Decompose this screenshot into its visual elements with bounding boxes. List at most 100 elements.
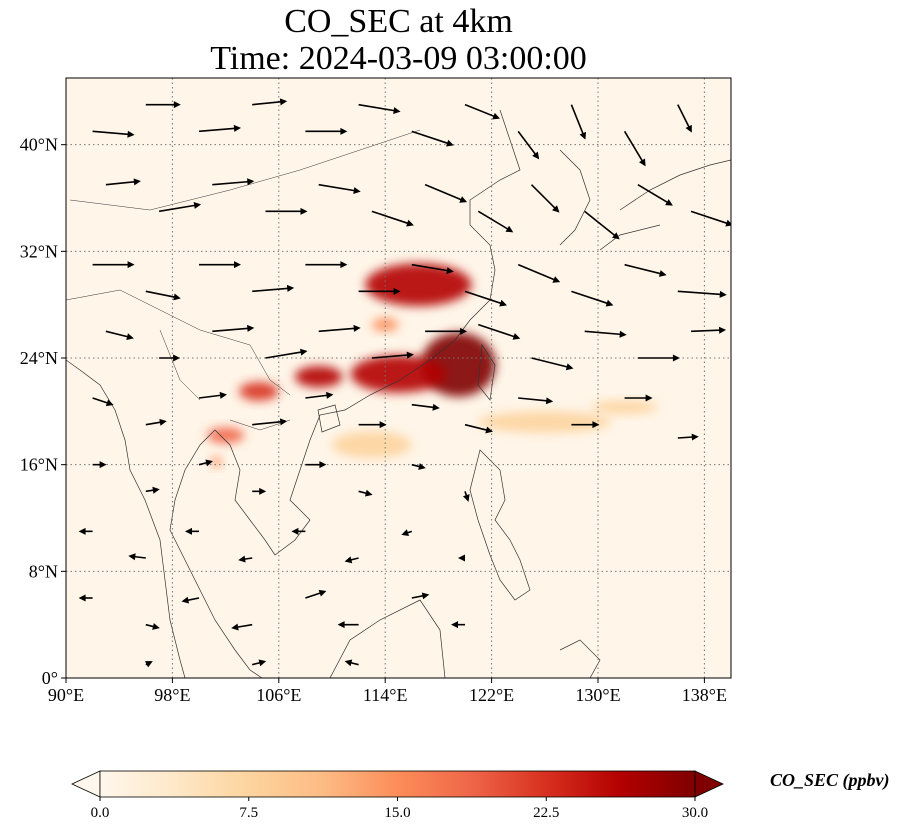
lat-tick-label: 8°N [29, 561, 58, 581]
wind-arrow-head [337, 621, 345, 629]
co-plume-9 [478, 411, 612, 433]
wind-arrow-head [233, 124, 241, 132]
wind-arrow-8 [517, 130, 540, 160]
wind-arrow-50 [198, 391, 227, 399]
wind-arrow-73 [344, 556, 359, 564]
wind-arrow-52 [305, 391, 334, 399]
wind-arrow-head [300, 207, 308, 215]
wind-arrow-shaft [518, 397, 550, 402]
wind-arrow-head [231, 623, 239, 631]
wind-arrow-head [658, 270, 667, 277]
wind-arrow-head [99, 461, 107, 469]
wind-arrow-head [638, 158, 646, 167]
wind-arrow-81 [337, 621, 359, 629]
map-frame [65, 77, 732, 679]
wind-arrow-head [127, 130, 135, 138]
coastline-taiwan [477, 343, 496, 401]
coastline-korea-japan [559, 149, 731, 251]
lon-tick-label: 98°E [154, 685, 190, 705]
wind-arrow-33 [571, 290, 614, 307]
lon-tick-label: 106°E [256, 685, 301, 705]
wind-arrow-head [619, 330, 627, 338]
wind-arrow-shaft [570, 104, 585, 137]
wind-arrow-head [458, 554, 465, 562]
wind-arrow-head [126, 333, 134, 341]
wind-arrow-head [340, 127, 348, 135]
wind-arrow-shaft [411, 263, 450, 272]
wind-arrow-82 [411, 592, 430, 600]
wind-arrow-42 [425, 327, 468, 335]
wind-arrow-36 [105, 330, 134, 341]
wind-arrow-shaft [691, 329, 723, 333]
wind-arrow-5 [358, 103, 401, 114]
colorbar-tick-label: 15.0 [384, 805, 410, 821]
map-gridlines [66, 78, 731, 678]
wind-arrow-shaft [571, 290, 610, 305]
colorbar-tick-label: 22.5 [533, 805, 559, 821]
wind-arrow-17 [371, 210, 414, 227]
coastline-hainan [317, 404, 341, 433]
lat-tick-label: 32°N [20, 241, 58, 261]
wind-arrow-head [612, 232, 620, 240]
coastline-china [169, 109, 521, 678]
wind-arrow-0 [92, 130, 135, 138]
wind-arrow-head [238, 555, 246, 563]
wind-arrow-head [105, 399, 114, 407]
wind-arrow-shaft [371, 354, 410, 359]
wind-arrow-head [340, 261, 348, 269]
wind-arrow-head [592, 421, 600, 429]
coastlines [66, 109, 731, 678]
wind-arrow-68 [78, 527, 93, 535]
wind-arrow-head [485, 426, 493, 434]
wind-arrow-shaft [677, 290, 723, 296]
wind-arrow-30 [411, 263, 454, 274]
lon-tick-label: 114°E [363, 685, 408, 705]
wind-arrow-head [181, 596, 190, 604]
wind-arrow-head [326, 391, 334, 399]
wind-arrow-head [291, 527, 299, 535]
wind-arrow-shaft [158, 204, 198, 213]
wind-arrow-head [446, 267, 454, 274]
wind-arrow-29 [358, 287, 401, 295]
wind-arrow-shaft [92, 130, 131, 136]
wind-arrow-37 [159, 354, 181, 362]
coastline-borneo [329, 599, 446, 678]
map-content [66, 78, 731, 678]
wind-arrow-shaft [623, 130, 645, 164]
wind-arrow-head [406, 351, 414, 359]
coastline-new-guinea [559, 639, 601, 678]
lon-tick-label: 90°E [48, 685, 84, 705]
wind-arrow-64 [305, 461, 327, 469]
wind-arrow-78 [181, 596, 200, 604]
wind-arrow-34 [624, 263, 667, 277]
wind-arrow-75 [458, 554, 465, 562]
wind-arrow-shaft [530, 184, 558, 211]
wind-arrow-13 [158, 202, 202, 213]
wind-arrow-4 [305, 127, 348, 135]
wind-arrow-shaft [624, 263, 663, 275]
wind-arrow-head [133, 178, 141, 186]
wind-arrow-69 [128, 553, 146, 561]
wind-arrow-head [645, 394, 653, 402]
wind-arrow-65 [358, 489, 373, 497]
wind-arrow-15 [265, 207, 308, 215]
wind-arrow-shaft [584, 330, 623, 336]
wind-arrow-head [451, 621, 458, 629]
wind-arrow-shaft [424, 183, 464, 202]
wind-arrow-head [379, 421, 387, 429]
wind-arrow-shaft [677, 104, 691, 130]
wind-arrow-head [364, 489, 373, 497]
wind-arrow-19 [477, 210, 514, 233]
wind-arrow-66 [411, 463, 426, 470]
wind-arrow-shaft [358, 103, 397, 112]
map-title-line1: CO_SEC at 4km [284, 3, 513, 40]
wind-arrow-head [499, 299, 507, 307]
axis-tick-labels: 90°E 98°E 106°E 114°E 122°E 130°E 138°E 0° 8°N 16… [20, 135, 727, 705]
wind-arrow-shaft [212, 180, 251, 186]
wind-arrow-12 [105, 178, 141, 186]
wind-arrow-shaft [478, 323, 517, 339]
wind-arrow-head [353, 187, 361, 194]
wind-arrow-head [401, 529, 410, 536]
wind-arrow-head [672, 354, 680, 362]
